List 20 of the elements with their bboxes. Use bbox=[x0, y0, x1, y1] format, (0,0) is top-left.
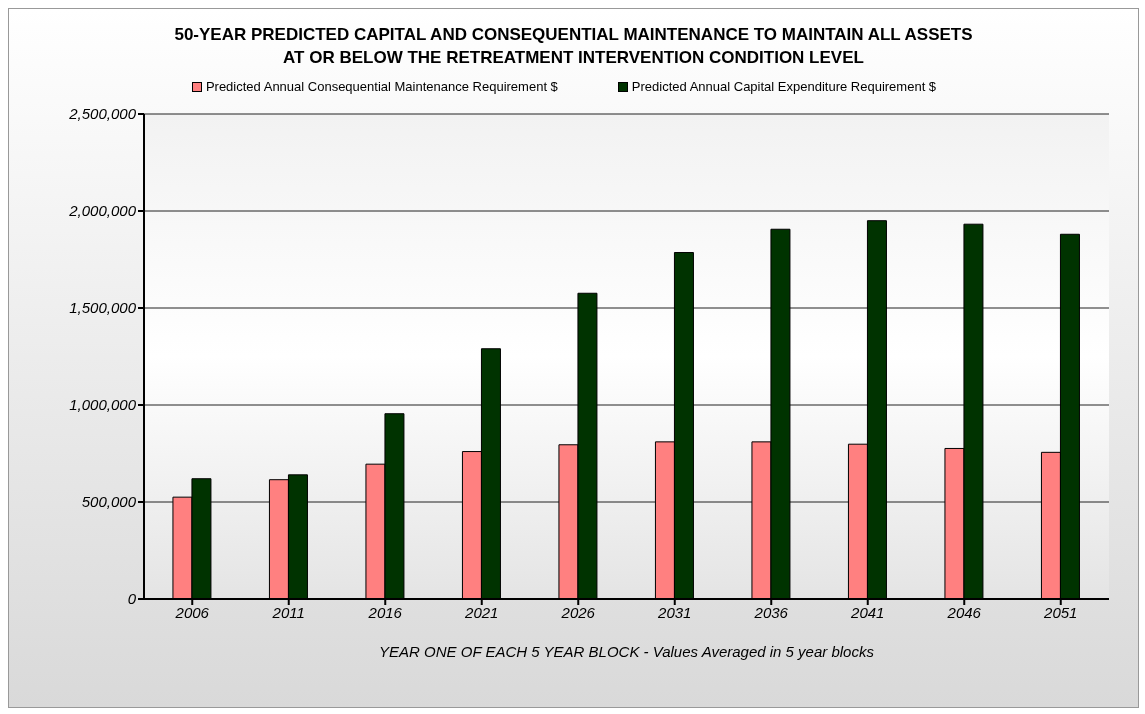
y-tick-label: 500,000 bbox=[81, 493, 137, 511]
y-tick-label: 0 bbox=[127, 590, 137, 608]
legend-label: Predicted Annual Capital Expenditure Requirement $ bbox=[631, 79, 937, 94]
y-tick-label: 1,500,000 bbox=[69, 299, 137, 317]
chart-title: 50-YEAR PREDICTED CAPITAL AND CONSEQUENTIAL MAINTENANCE TO MAINTAIN ALL ASSETS AT OR BELOW THE RETREATMENT INTERVENTION CONDITION LEVEL bbox=[173, 24, 974, 69]
x-tick-label: 2016 bbox=[367, 603, 403, 621]
x-tick-label: 2021 bbox=[464, 603, 499, 621]
x-tick-label: 2026 bbox=[560, 603, 596, 621]
y-tick-label: 1,000,000 bbox=[69, 396, 137, 414]
x-tick-label: 2036 bbox=[753, 603, 789, 621]
x-tick-label: 2006 bbox=[174, 603, 210, 621]
x-tick-label: 2041 bbox=[850, 603, 885, 621]
x-tick-label: 2011 bbox=[271, 603, 305, 621]
legend-label: Predicted Annual Consequential Maintenance Requirement $ bbox=[205, 79, 558, 94]
y-tick-label: 2,000,000 bbox=[68, 202, 137, 220]
x-tick-label: 2031 bbox=[657, 603, 692, 621]
x-axis-title: YEAR ONE OF EACH 5 YEAR BLOCK - Values Averaged in 5 year blocks bbox=[379, 643, 875, 660]
x-tick-label: 2051 bbox=[1043, 603, 1078, 621]
y-tick-label: 2,500,000 bbox=[68, 105, 137, 123]
x-tick-label: 2046 bbox=[946, 603, 982, 621]
